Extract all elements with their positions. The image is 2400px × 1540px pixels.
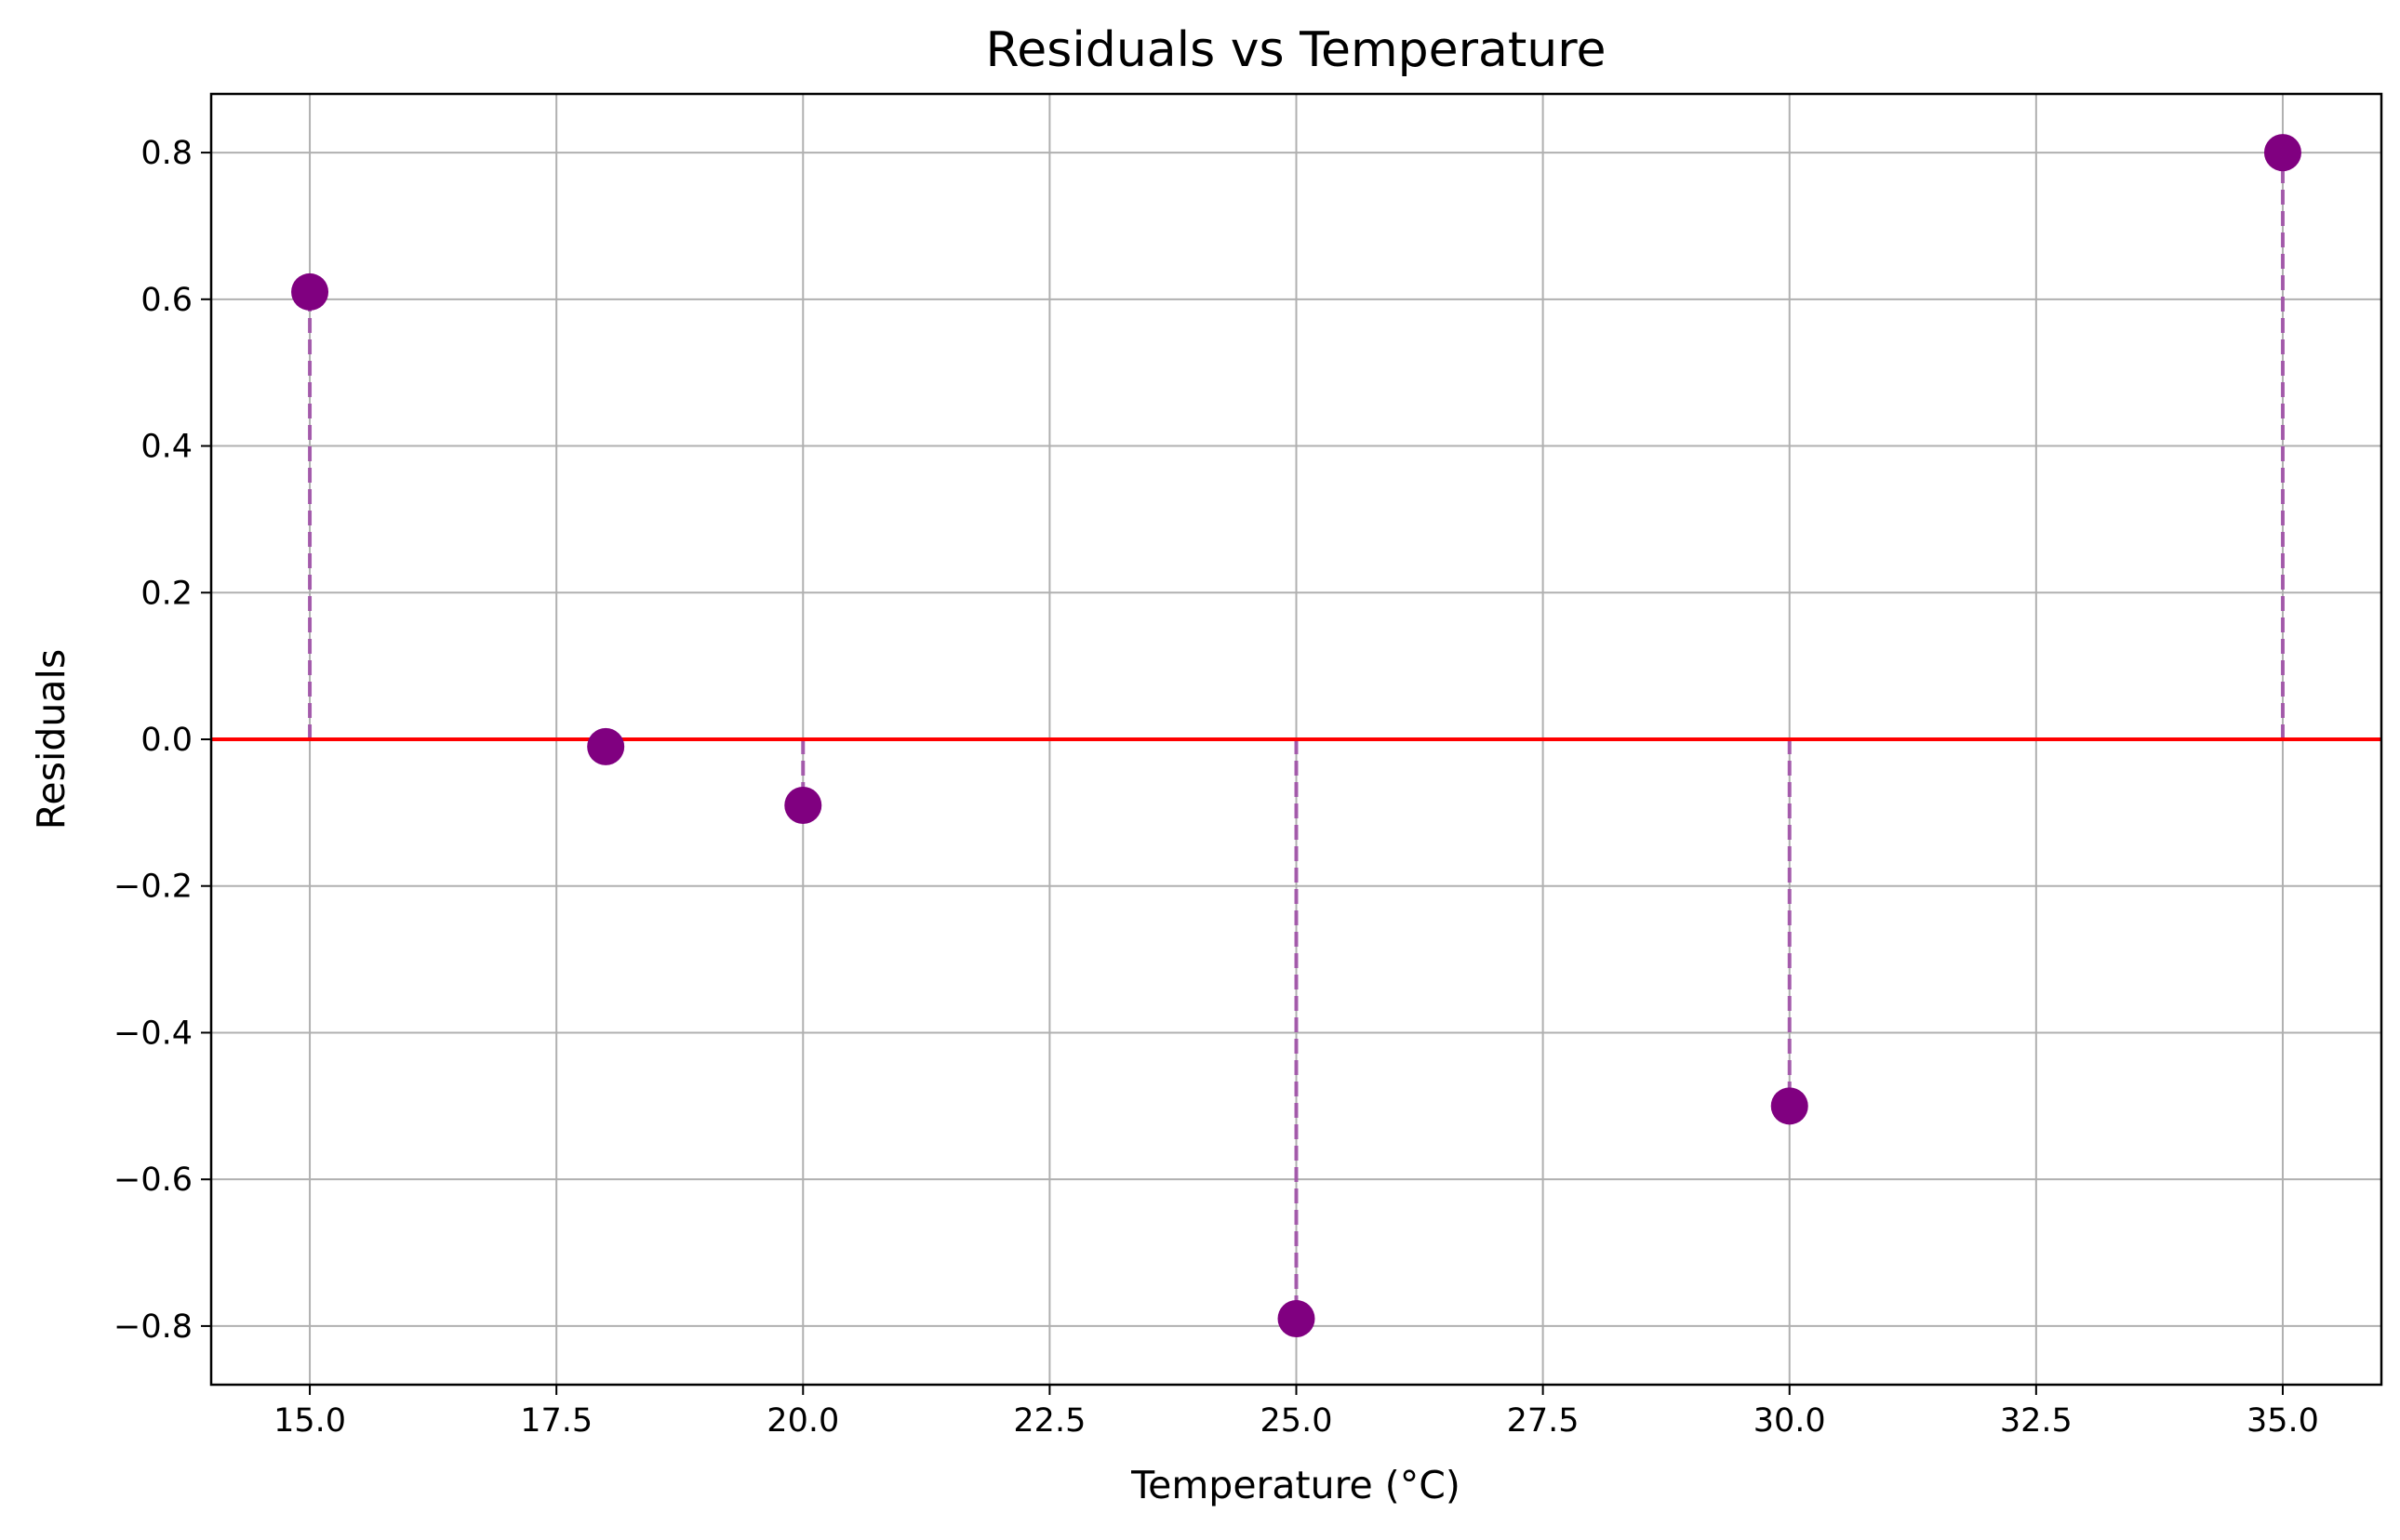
y-tick-label: 0.6	[140, 282, 193, 319]
x-tick-label: 35.0	[2247, 1402, 2319, 1440]
point-layer	[291, 134, 2301, 1338]
data-point	[784, 786, 822, 824]
data-point	[291, 272, 329, 311]
y-tick-label: 0.4	[140, 429, 193, 466]
x-tick-label: 32.5	[2000, 1402, 2073, 1440]
y-tick-label: −0.6	[113, 1162, 193, 1199]
y-tick-label: −0.2	[113, 869, 193, 906]
y-tick-label: −0.4	[113, 1015, 193, 1052]
x-tick-label: 22.5	[1013, 1402, 1086, 1440]
tick-layer: 15.0 17.5 20.0 22.5 25.0 27.5 30.0 32.5 35.0 −0.8…	[113, 135, 2319, 1440]
y-tick-label: 0.0	[140, 722, 193, 759]
data-point	[1770, 1087, 1808, 1125]
y-axis-label: Residuals	[29, 649, 73, 830]
x-tick-label: 15.0	[273, 1402, 346, 1440]
x-tick-label: 25.0	[1260, 1402, 1333, 1440]
chart-title: Residuals vs Temperature	[985, 22, 1606, 78]
data-point	[587, 727, 625, 765]
stem-layer	[308, 153, 2285, 1320]
x-tick-label: 17.5	[520, 1402, 593, 1440]
x-tick-label: 30.0	[1753, 1402, 1826, 1440]
data-point	[1277, 1300, 1315, 1338]
x-tick-label: 27.5	[1507, 1402, 1580, 1440]
y-tick-label: 0.2	[140, 575, 193, 612]
y-tick-label: 0.8	[140, 135, 193, 172]
x-axis-label: Temperature (°C)	[1130, 1463, 1460, 1507]
y-tick-label: −0.8	[113, 1308, 193, 1346]
data-point	[2263, 134, 2301, 172]
x-tick-label: 20.0	[767, 1402, 839, 1440]
